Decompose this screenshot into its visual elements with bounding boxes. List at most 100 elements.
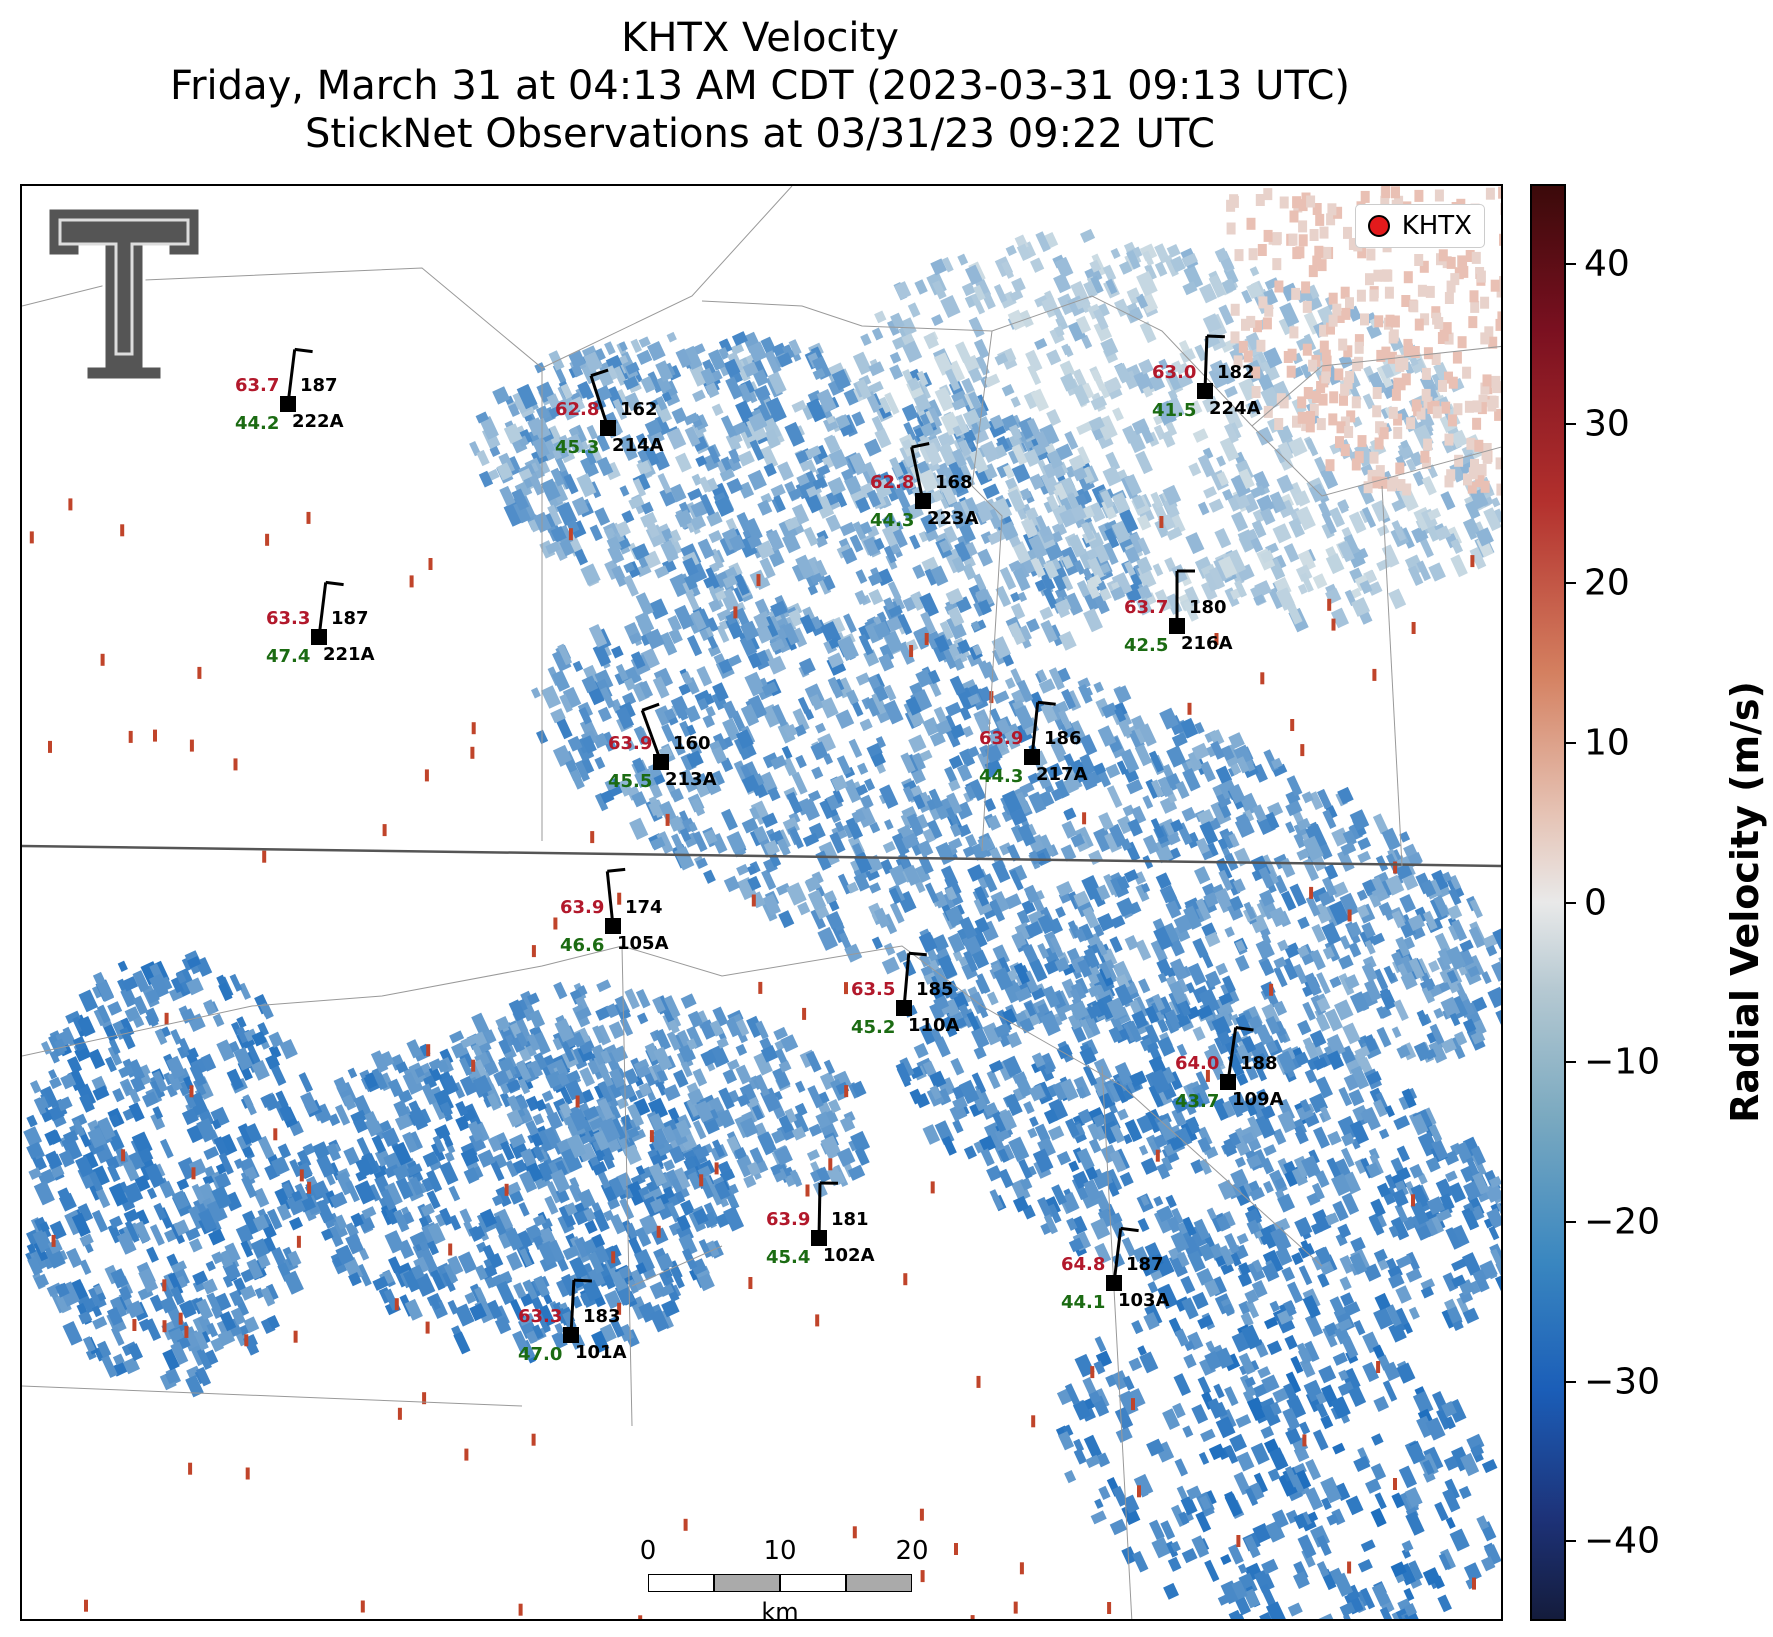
station-id: 223A	[927, 508, 979, 529]
station-wind-gust: 46.6	[560, 935, 605, 956]
colorbar-tick	[1566, 262, 1576, 265]
station-wind-gust: 47.0	[518, 1344, 563, 1365]
station-wind-gust: 44.1	[1061, 1292, 1106, 1313]
title-line-2: Friday, March 31 at 04:13 AM CDT (2023-0…	[170, 63, 1350, 109]
station-marker-icon	[600, 420, 616, 436]
station-marker-icon	[915, 493, 931, 509]
station-marker-icon	[1220, 1074, 1236, 1090]
station-wind-direction: 181	[831, 1209, 869, 1230]
station-temperature: 63.3	[518, 1306, 563, 1327]
station-wind-direction: 188	[1240, 1053, 1278, 1074]
scale-tick-label: 0	[639, 1536, 657, 1566]
wind-barb-icon	[286, 347, 313, 405]
station-temperature: 64.8	[1061, 1254, 1106, 1275]
station-temperature: 63.5	[851, 979, 896, 1000]
scale-segment	[780, 1574, 846, 1592]
station-wind-gust: 45.3	[555, 437, 600, 458]
station-wind-gust: 45.5	[608, 771, 653, 792]
station-marker-icon	[605, 918, 621, 934]
station-wind-direction: 183	[583, 1306, 621, 1327]
station-id: 221A	[323, 644, 375, 665]
station-wind-gust: 41.5	[1152, 400, 1197, 421]
scale-segment	[846, 1574, 912, 1592]
station-wind-gust: 44.3	[870, 510, 915, 531]
title-line-3: StickNet Observations at 03/31/23 09:22 …	[305, 111, 1215, 157]
station-id: 213A	[665, 769, 717, 790]
station-marker-icon	[1024, 749, 1040, 765]
wind-barb-icon	[1112, 1226, 1139, 1284]
wind-barb-icon	[589, 368, 610, 429]
station-marker-icon	[563, 1327, 579, 1343]
map-legend: KHTX	[1354, 204, 1485, 248]
station-marker-icon	[1169, 618, 1185, 634]
station-wind-direction: 187	[331, 608, 369, 629]
station-marker-icon	[1106, 1275, 1122, 1291]
station-temperature: 63.9	[766, 1209, 811, 1230]
station-marker-icon	[1197, 383, 1213, 399]
station-wind-gust: 42.5	[1124, 635, 1169, 656]
station-temperature: 64.0	[1175, 1053, 1220, 1074]
colorbar-tick	[1566, 1380, 1576, 1383]
station-id: 101A	[575, 1342, 627, 1363]
radar-map[interactable]: KHTX 63.7 187 44.2 222A 62.8 162 45.3 214A 63.0 1…	[20, 184, 1503, 1621]
colorbar-label: Radial Velocity (m/s)	[1723, 681, 1767, 1123]
station-wind-gust: 45.2	[851, 1017, 896, 1038]
scale-tick-label: 10	[763, 1536, 797, 1566]
wind-barb-icon	[569, 1278, 592, 1336]
colorbar-tick	[1566, 1540, 1576, 1543]
radar-site-marker-icon	[1367, 215, 1390, 237]
station-id: 109A	[1232, 1089, 1284, 1110]
station-wind-direction: 182	[1217, 362, 1255, 383]
station-temperature: 63.9	[608, 733, 653, 754]
wind-barb-icon	[1175, 569, 1195, 626]
station-wind-gust: 45.4	[766, 1247, 811, 1268]
colorbar-tick	[1566, 741, 1576, 744]
station-wind-direction: 187	[300, 375, 338, 396]
station-wind-direction: 187	[1126, 1254, 1164, 1275]
colorbar-tick-label: 40	[1584, 243, 1630, 285]
station-marker-icon	[653, 754, 669, 770]
wind-barb-icon	[1030, 700, 1056, 758]
station-id: 102A	[823, 1245, 875, 1266]
colorbar-tick	[1566, 1061, 1576, 1064]
station-marker-icon	[311, 629, 327, 645]
colorbar-tick-label: −20	[1584, 1201, 1660, 1243]
colorbar-tick-label: −40	[1584, 1520, 1660, 1562]
wind-barb-icon	[605, 867, 626, 927]
station-wind-gust: 44.2	[235, 413, 280, 434]
wind-barb-icon	[1226, 1026, 1254, 1083]
legend-label: KHTX	[1401, 211, 1472, 241]
station-id: 217A	[1036, 764, 1088, 785]
station-wind-direction: 160	[673, 733, 711, 754]
colorbar-tick-label: 30	[1584, 403, 1630, 444]
station-marker-icon	[280, 396, 296, 412]
wind-barb-icon	[817, 1181, 839, 1239]
title-line-1: KHTX Velocity	[621, 15, 899, 61]
station-wind-direction: 180	[1189, 597, 1227, 618]
station-marker-icon	[896, 1000, 912, 1016]
station-wind-gust: 47.4	[266, 646, 311, 667]
station-temperature: 63.0	[1152, 362, 1197, 383]
station-temperature: 63.7	[235, 375, 280, 396]
station-temperature: 63.3	[266, 608, 311, 629]
station-wind-gust: 43.7	[1175, 1091, 1220, 1112]
radar-velocity-layer	[22, 186, 1501, 1619]
velocity-gates	[23, 186, 1501, 1619]
figure-title: KHTX Velocity Friday, March 31 at 04:13 …	[0, 14, 1520, 158]
station-marker-icon	[811, 1230, 827, 1246]
station-temperature: 62.8	[555, 399, 600, 420]
scale-tick-label: 20	[895, 1536, 929, 1566]
wind-barb-icon	[317, 580, 344, 638]
wind-barb-icon	[910, 442, 930, 502]
colorbar-tick	[1566, 422, 1576, 425]
station-wind-direction: 185	[916, 979, 954, 1000]
colorbar-tick	[1566, 1220, 1576, 1223]
station-wind-direction: 174	[625, 897, 663, 918]
station-id: 110A	[908, 1015, 960, 1036]
station-id: 105A	[617, 933, 669, 954]
wind-barb-icon	[1203, 334, 1225, 392]
wind-barb-icon	[640, 702, 663, 763]
station-id: 214A	[612, 435, 664, 456]
colorbar-tick-label: −30	[1584, 1361, 1660, 1402]
station-id: 222A	[292, 411, 344, 432]
